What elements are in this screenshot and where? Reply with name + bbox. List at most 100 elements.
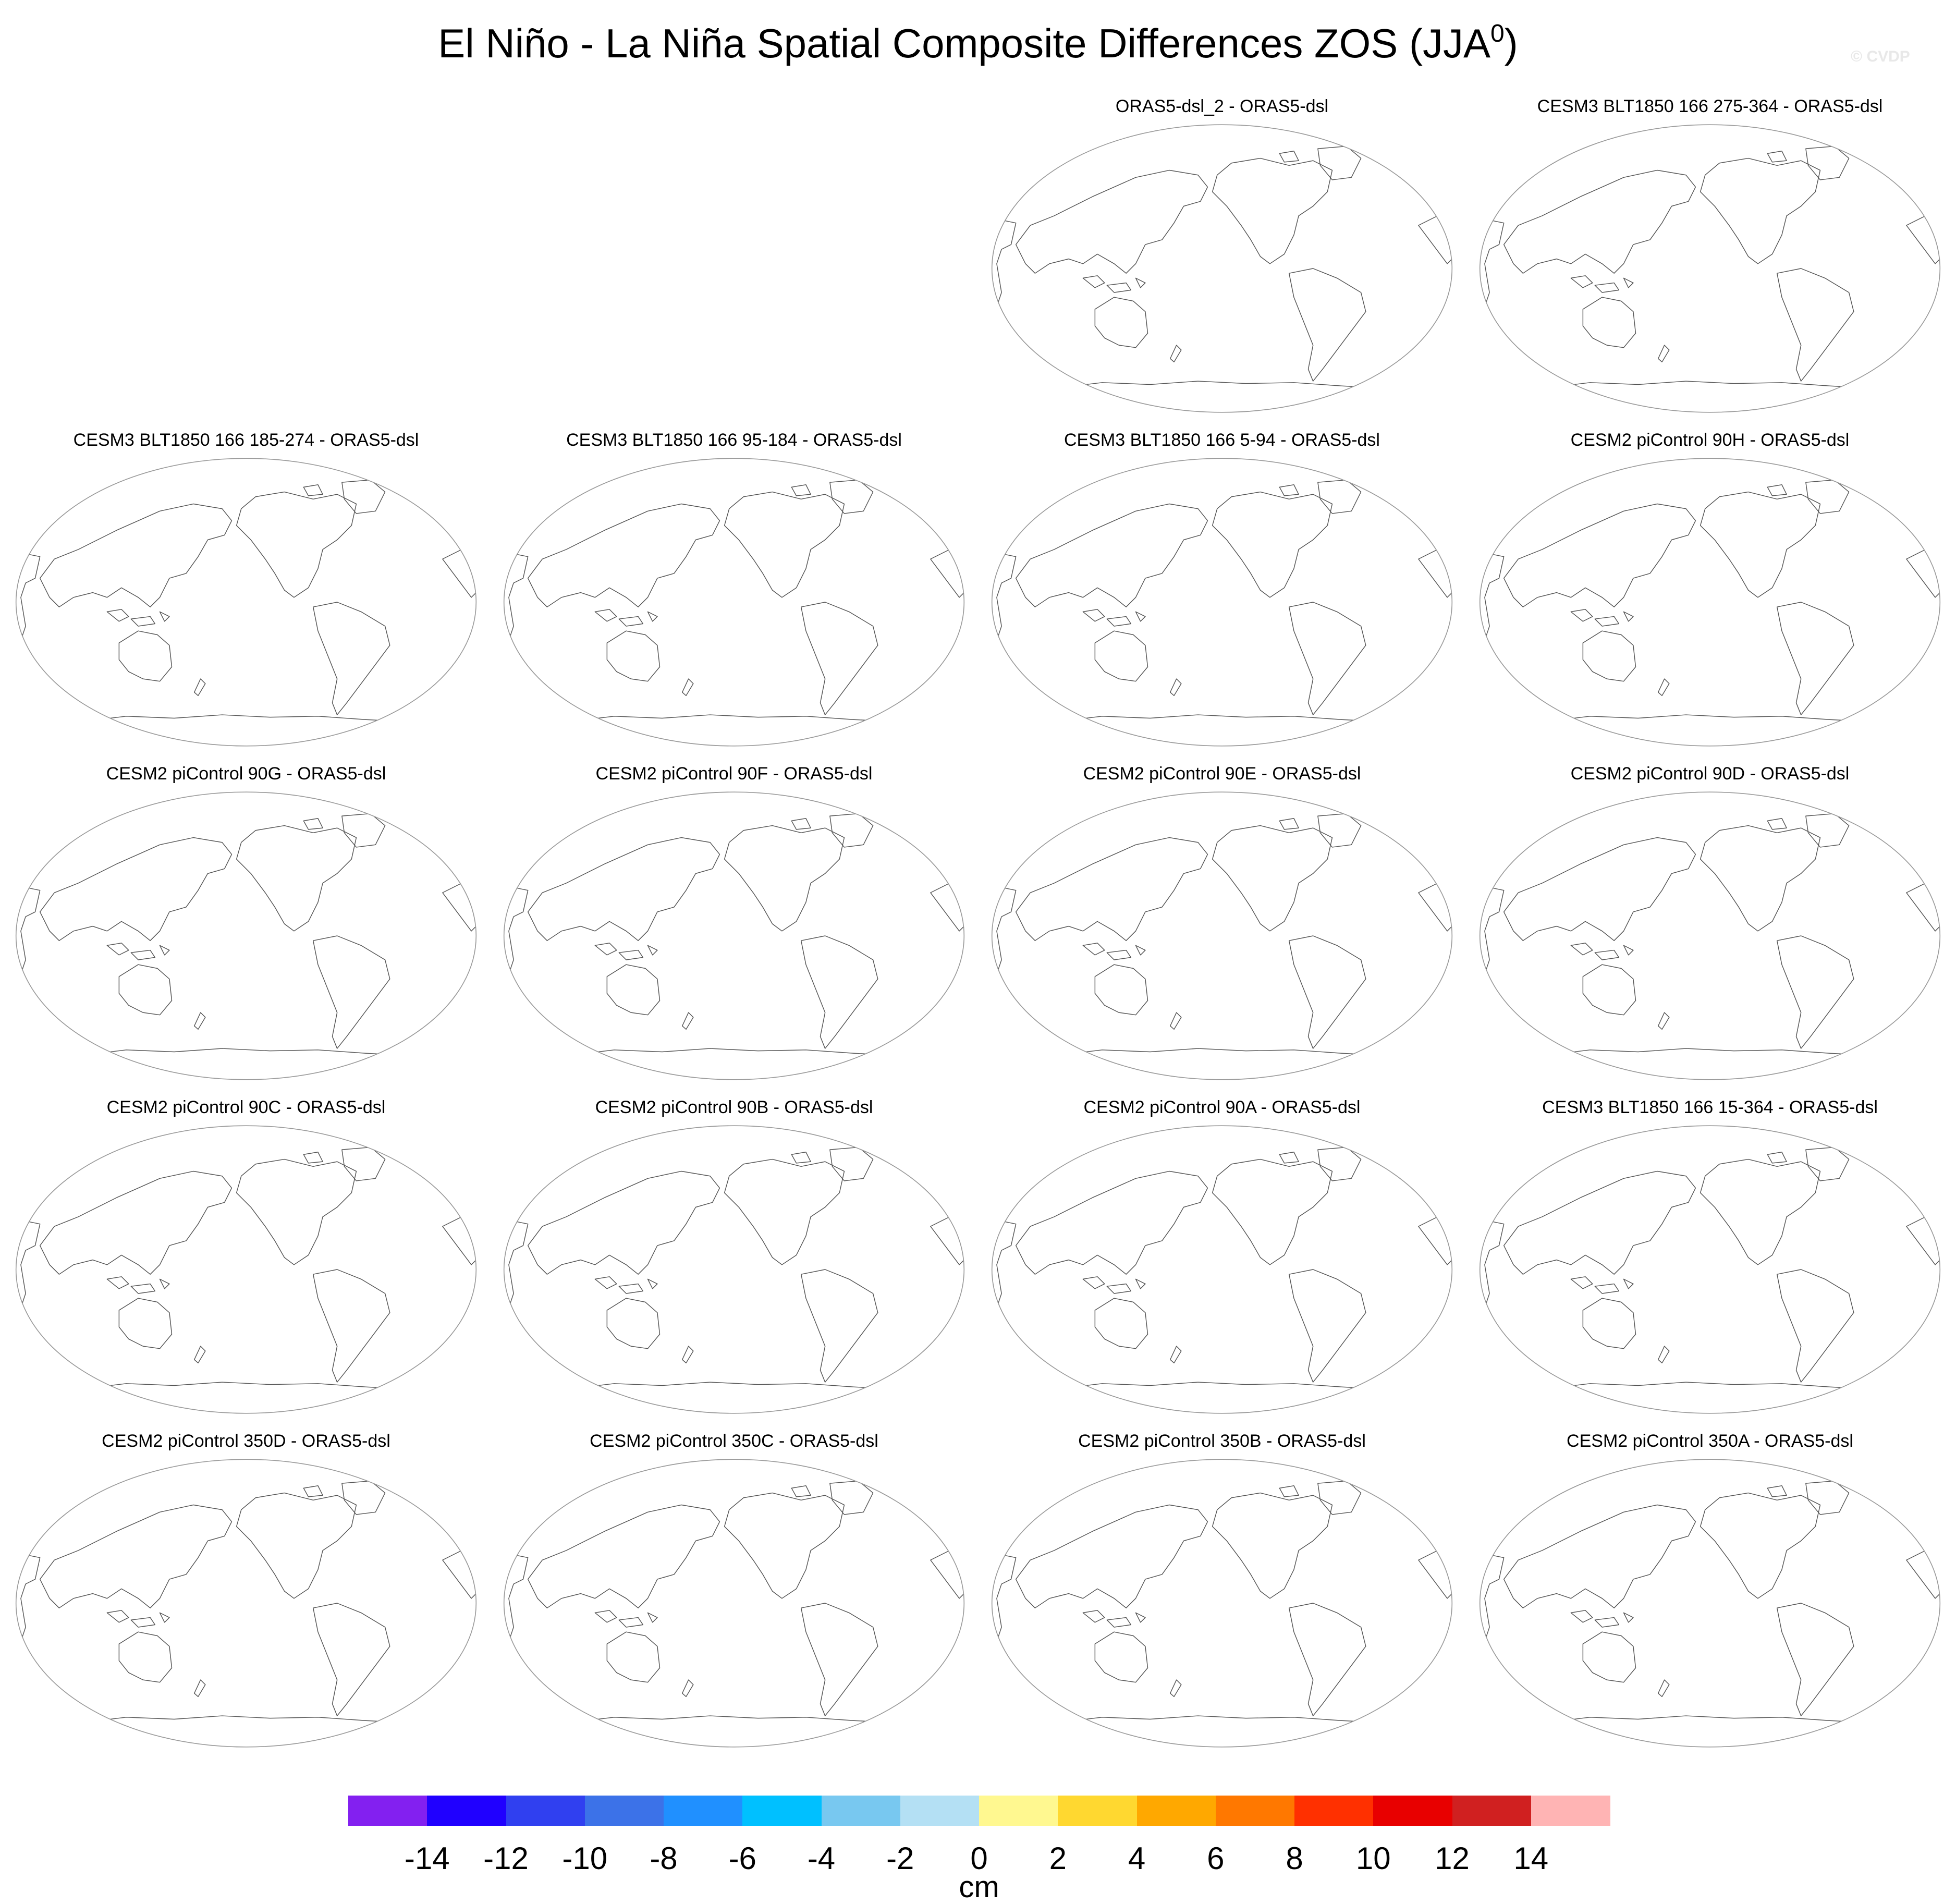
coastline bbox=[1015, 1504, 1208, 1608]
coastline bbox=[118, 964, 173, 1016]
map-panel: CESM2 piControl 350A - ORAS5-dsl bbox=[1470, 1429, 1950, 1755]
coastline bbox=[1169, 345, 1182, 363]
world-map bbox=[1479, 458, 1941, 747]
map-panel: CESM3 BLT1850 166 95-184 - ORAS5-dsl bbox=[494, 428, 974, 754]
coastline bbox=[800, 602, 878, 715]
coastline bbox=[1015, 169, 1208, 274]
coastline bbox=[992, 554, 1017, 641]
coastline bbox=[1700, 1492, 1821, 1599]
world-map bbox=[503, 1459, 965, 1748]
coastline bbox=[1503, 1170, 1696, 1275]
coastline bbox=[1906, 1216, 1940, 1265]
coastline bbox=[312, 1603, 390, 1716]
coastlines bbox=[992, 1480, 1452, 1724]
coastline bbox=[1906, 215, 1940, 264]
colorbar-tick-label: 2 bbox=[1049, 1841, 1067, 1876]
panel-title: CESM2 piControl 90C - ORAS5-dsl bbox=[106, 1097, 386, 1117]
world-map bbox=[1479, 1125, 1941, 1414]
coastline bbox=[39, 837, 233, 941]
coastline bbox=[1542, 1382, 1878, 1390]
coastline bbox=[1906, 883, 1940, 932]
map-border bbox=[991, 1459, 1453, 1748]
coastline bbox=[527, 1170, 720, 1275]
coastline bbox=[1169, 1679, 1182, 1698]
coastline bbox=[312, 935, 390, 1049]
map-panel: CESM2 piControl 350B - ORAS5-dsl bbox=[982, 1429, 1462, 1755]
coastline bbox=[566, 1048, 902, 1056]
coastline bbox=[504, 1221, 529, 1309]
coastline bbox=[1776, 935, 1854, 1049]
coastline bbox=[236, 1492, 357, 1599]
world-map bbox=[15, 791, 477, 1080]
coastline bbox=[800, 1269, 878, 1383]
coastline bbox=[1082, 1610, 1146, 1628]
coastline bbox=[1054, 714, 1390, 723]
colorbar-box bbox=[900, 1796, 980, 1826]
map-panel: CESM2 piControl 90B - ORAS5-dsl bbox=[494, 1095, 974, 1421]
coastline bbox=[1288, 268, 1366, 382]
coastline bbox=[193, 1346, 206, 1364]
map-panel-grid: ORAS5-dsl_2 - ORAS5-dsl CESM3 BLT1850 166… bbox=[6, 96, 1950, 1755]
coastline bbox=[1570, 609, 1634, 627]
coastline bbox=[1503, 837, 1696, 941]
coastline bbox=[791, 1480, 874, 1515]
coastline bbox=[606, 964, 661, 1016]
map-panel: CESM3 BLT1850 166 15-364 - ORAS5-dsl bbox=[1470, 1095, 1950, 1421]
coastline bbox=[992, 887, 1017, 975]
coastline bbox=[1570, 1276, 1634, 1294]
coastline bbox=[442, 1550, 476, 1599]
map-border bbox=[503, 791, 965, 1080]
coastline bbox=[606, 630, 661, 682]
coastline bbox=[681, 678, 694, 697]
coastline bbox=[930, 549, 964, 598]
coastline bbox=[594, 943, 658, 960]
map-border bbox=[991, 791, 1453, 1080]
colorbar-box bbox=[427, 1796, 506, 1826]
colorbar-box bbox=[584, 1796, 664, 1826]
coastline bbox=[527, 1504, 720, 1608]
colorbar-tick-label: 8 bbox=[1286, 1841, 1303, 1876]
colorbar-box bbox=[1215, 1796, 1295, 1826]
coastline bbox=[236, 825, 357, 932]
coastline bbox=[992, 220, 1017, 308]
map-border bbox=[503, 1125, 965, 1414]
coastline bbox=[106, 609, 170, 627]
world-map bbox=[503, 791, 965, 1080]
coastline bbox=[1169, 1012, 1182, 1030]
coastline bbox=[1480, 887, 1505, 975]
map-panel: CESM3 BLT1850 166 185-274 - ORAS5-dsl bbox=[6, 428, 486, 754]
map-border bbox=[15, 791, 477, 1080]
coastlines bbox=[504, 813, 964, 1056]
coastline bbox=[1700, 491, 1821, 598]
coastline bbox=[303, 813, 386, 848]
panel-title: CESM2 piControl 90E - ORAS5-dsl bbox=[1083, 764, 1361, 784]
coastline bbox=[1767, 1146, 1850, 1181]
colorbar-box bbox=[1058, 1796, 1137, 1826]
coastline bbox=[1700, 1158, 1821, 1265]
world-map bbox=[991, 1459, 1453, 1748]
coastline bbox=[724, 1492, 845, 1599]
coastline bbox=[312, 602, 390, 715]
coastline bbox=[1767, 813, 1850, 848]
coastline bbox=[1503, 169, 1696, 274]
panel-title: CESM3 BLT1850 166 15-364 - ORAS5-dsl bbox=[1542, 1097, 1878, 1117]
coastline bbox=[193, 1012, 206, 1030]
colorbar: -14 -12 -10 -8 -6 -4 -2 0 2 4 6 8 10 12 14 cm bbox=[348, 1796, 1610, 1903]
coastline bbox=[312, 1269, 390, 1383]
world-map bbox=[15, 458, 477, 747]
coastline bbox=[1776, 268, 1854, 382]
map-panel: CESM2 piControl 350D - ORAS5-dsl bbox=[6, 1429, 486, 1755]
coastline bbox=[303, 479, 386, 514]
coastline bbox=[594, 609, 658, 627]
world-map bbox=[503, 1125, 965, 1414]
coastlines bbox=[504, 1146, 964, 1390]
coastlines bbox=[16, 813, 476, 1056]
coastline bbox=[1082, 943, 1146, 960]
map-border bbox=[15, 1125, 477, 1414]
colorbar-tick-label: -14 bbox=[404, 1841, 450, 1876]
coastline bbox=[1279, 479, 1362, 514]
coastline bbox=[1542, 1048, 1878, 1056]
coastline bbox=[566, 1382, 902, 1390]
coastline bbox=[1279, 145, 1362, 180]
coastline bbox=[1776, 1603, 1854, 1716]
